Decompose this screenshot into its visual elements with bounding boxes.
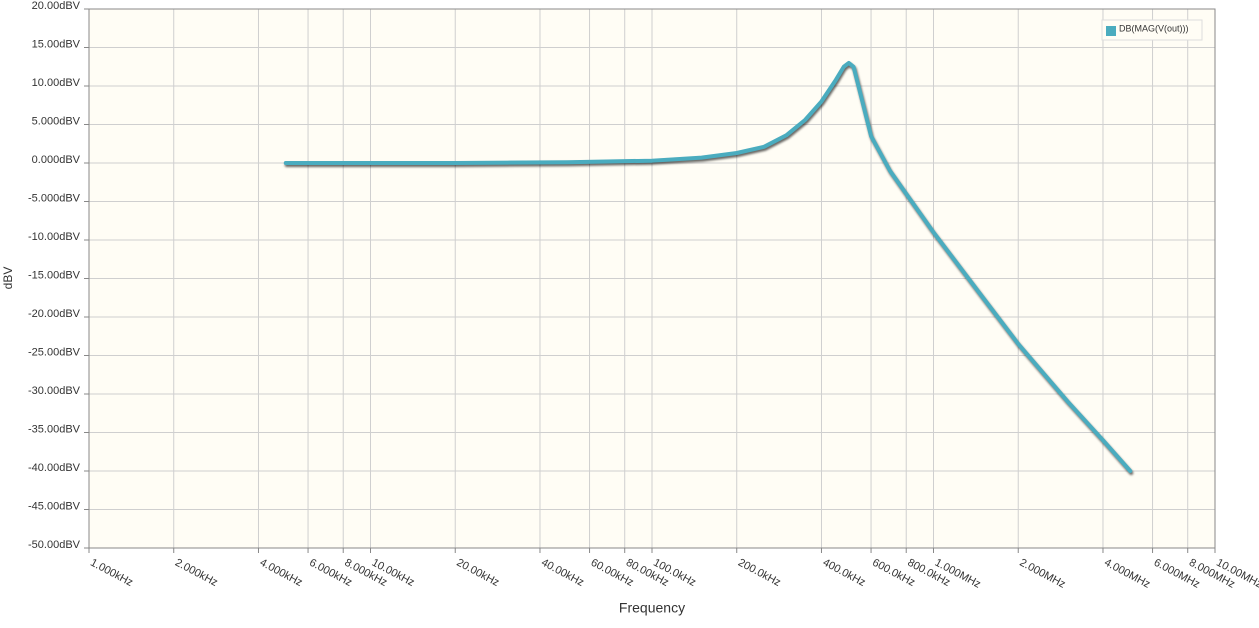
- x-tick-label: 2.000MHz: [1017, 557, 1067, 591]
- plot-border: [88, 8, 1216, 549]
- y-tick-label: 10.00dBV: [32, 77, 81, 89]
- x-tick-label: 4.000MHz: [1102, 557, 1152, 591]
- x-axis-title: Frequency: [619, 600, 685, 616]
- legend-box: [1101, 19, 1203, 41]
- y-tick-label: 15.00dBV: [32, 38, 81, 50]
- y-tick-label: -50.00dBV: [28, 539, 81, 551]
- y-axis-title: dBV: [1, 267, 15, 290]
- y-tick-label: -20.00dBV: [28, 308, 81, 320]
- y-tick-label: -30.00dBV: [28, 385, 81, 397]
- y-tick-label: -45.00dBV: [28, 500, 81, 512]
- x-tick-label: 2.000kHz: [173, 557, 220, 589]
- series-line: [283, 60, 1133, 473]
- y-tick-label: 20.00dBV: [32, 0, 81, 12]
- y-tick-label: -15.00dBV: [28, 269, 81, 281]
- x-tick-label: 400.0kHz: [821, 557, 868, 589]
- legend-swatch: [1106, 26, 1116, 36]
- x-tick-label: 1.000kHz: [88, 557, 135, 589]
- y-tick-label: -35.00dBV: [28, 423, 81, 435]
- x-tick-label: 4.000kHz: [258, 557, 305, 589]
- y-tick-label: -5.000dBV: [28, 192, 81, 204]
- y-tick-label: -10.00dBV: [28, 231, 81, 243]
- y-tick-label: 5.000dBV: [32, 115, 81, 127]
- x-tick-label: 20.00kHz: [454, 557, 501, 589]
- legend: DB(MAG(V(out))): [1101, 19, 1203, 41]
- x-tick-label: 200.0kHz: [736, 557, 783, 589]
- x-tick-label: 40.00kHz: [539, 557, 586, 589]
- y-tick-label: -40.00dBV: [28, 462, 81, 474]
- y-tick-label: 0.000dBV: [32, 154, 81, 166]
- y-tick-label: -25.00dBV: [28, 346, 81, 358]
- legend-label: DB(MAG(V(out))): [1119, 23, 1189, 33]
